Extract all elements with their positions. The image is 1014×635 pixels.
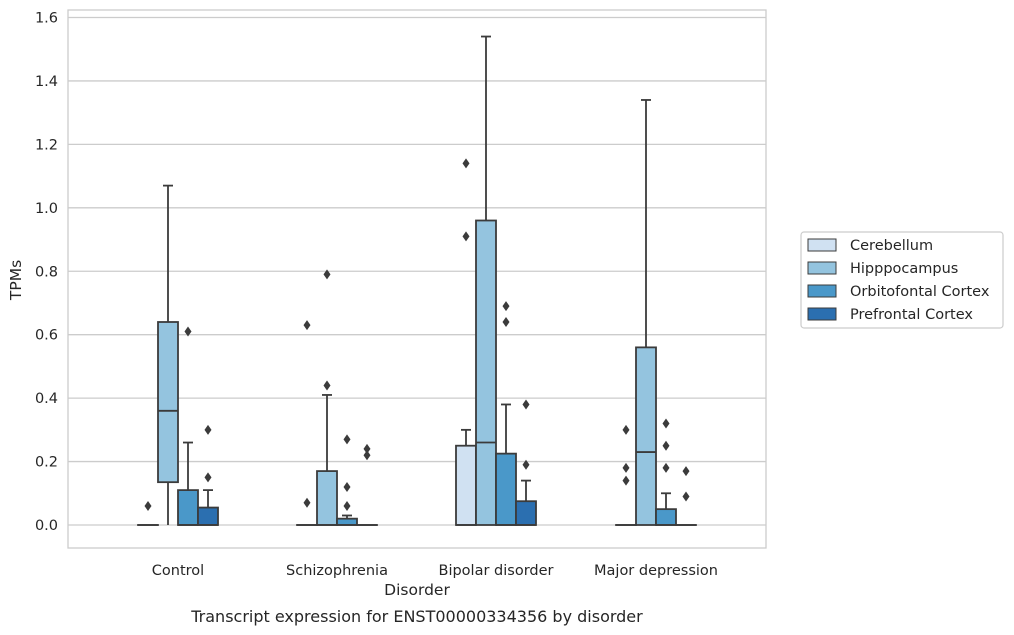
box-group bbox=[177, 326, 199, 526]
y-tick-label: 1.6 bbox=[35, 11, 58, 27]
box bbox=[515, 500, 537, 526]
box-group bbox=[495, 301, 517, 526]
box-group bbox=[475, 35, 497, 526]
y-tick-label: 0.8 bbox=[35, 264, 58, 280]
legend-label: Prefrontal Cortex bbox=[850, 307, 973, 323]
box-group bbox=[137, 500, 159, 526]
y-tick-label: 1.4 bbox=[35, 74, 58, 90]
box-group bbox=[675, 466, 697, 526]
x-tick-labels: Control Schizophrenia Bipolar disorder Majo… bbox=[152, 563, 718, 579]
outlier-point bbox=[204, 472, 212, 483]
outlier-point bbox=[343, 481, 351, 492]
box bbox=[635, 346, 657, 526]
x-tick-label: Schizophrenia bbox=[286, 563, 388, 579]
outlier-point bbox=[363, 443, 371, 454]
box-group bbox=[197, 424, 219, 526]
box-group bbox=[296, 320, 318, 526]
y-tick-label: 0.6 bbox=[35, 328, 58, 344]
box-group bbox=[356, 443, 378, 526]
box-group bbox=[655, 418, 677, 526]
box-group bbox=[515, 399, 537, 526]
outlier-point bbox=[343, 434, 351, 445]
outlier-point bbox=[323, 380, 331, 391]
outlier-point bbox=[682, 466, 690, 477]
outlier-point bbox=[144, 500, 152, 511]
box bbox=[455, 444, 477, 526]
outlier-point bbox=[204, 424, 212, 435]
legend-frame bbox=[800, 231, 1004, 329]
outlier-point bbox=[662, 462, 670, 473]
outlier-point bbox=[343, 500, 351, 511]
legend-swatch bbox=[807, 238, 837, 252]
outlier-point bbox=[522, 459, 530, 470]
legend-swatch bbox=[807, 261, 837, 275]
outlier-point bbox=[462, 231, 470, 242]
outlier-point bbox=[184, 326, 192, 337]
outlier-point bbox=[682, 491, 690, 502]
legend-label: Hipppocampus bbox=[850, 261, 958, 277]
outlier-point bbox=[522, 399, 530, 410]
outlier-point bbox=[662, 440, 670, 451]
box bbox=[177, 489, 199, 526]
outlier-point bbox=[622, 475, 630, 486]
box bbox=[495, 452, 517, 526]
y-tick-label: 1.2 bbox=[35, 137, 58, 153]
legend-label: Orbitofontal Cortex bbox=[850, 284, 990, 300]
outlier-point bbox=[622, 424, 630, 435]
y-axis-title: TPMs bbox=[7, 260, 25, 301]
x-axis-title: Disorder bbox=[384, 581, 450, 599]
y-tick-labels: 0.0 0.2 0.4 0.6 0.8 1.0 1.2 1.4 1.6 bbox=[35, 11, 58, 535]
y-tick-label: 0.0 bbox=[35, 518, 58, 534]
x-tick-label: Control bbox=[152, 563, 204, 579]
outlier-point bbox=[662, 418, 670, 429]
outlier-point bbox=[502, 317, 510, 327]
legend: Cerebellum Hipppocampus Orbitofontal Corte… bbox=[800, 231, 1004, 329]
box bbox=[336, 517, 358, 526]
y-tick-label: 1.0 bbox=[35, 201, 58, 217]
outlier-point bbox=[303, 497, 311, 508]
y-tick-label: 0.4 bbox=[35, 391, 58, 407]
plot-frame bbox=[67, 9, 767, 549]
chart-caption: Transcript expression for ENST0000033435… bbox=[190, 607, 643, 626]
box bbox=[197, 506, 219, 526]
x-tick-label: Major depression bbox=[594, 563, 718, 579]
outlier-point bbox=[502, 301, 510, 312]
box bbox=[157, 321, 179, 484]
y-tick-label: 0.2 bbox=[35, 455, 58, 471]
outlier-point bbox=[462, 158, 470, 169]
box bbox=[475, 219, 497, 526]
box-group bbox=[316, 269, 338, 526]
grid-lines bbox=[68, 16, 766, 526]
legend-label: Cerebellum bbox=[850, 238, 933, 254]
box bbox=[316, 470, 338, 526]
x-tick-label: Bipolar disorder bbox=[439, 563, 554, 579]
legend-swatch bbox=[807, 307, 837, 321]
box-plots bbox=[137, 35, 697, 526]
outlier-point bbox=[622, 462, 630, 473]
box-group bbox=[455, 158, 477, 526]
outlier-point bbox=[363, 450, 371, 461]
box-group bbox=[635, 99, 657, 526]
box bbox=[655, 508, 677, 526]
box-group bbox=[157, 184, 179, 525]
legend-swatch bbox=[807, 284, 837, 298]
outlier-point bbox=[303, 320, 311, 331]
box-group bbox=[336, 434, 358, 526]
outlier-point bbox=[323, 269, 331, 280]
box-group bbox=[615, 424, 637, 526]
